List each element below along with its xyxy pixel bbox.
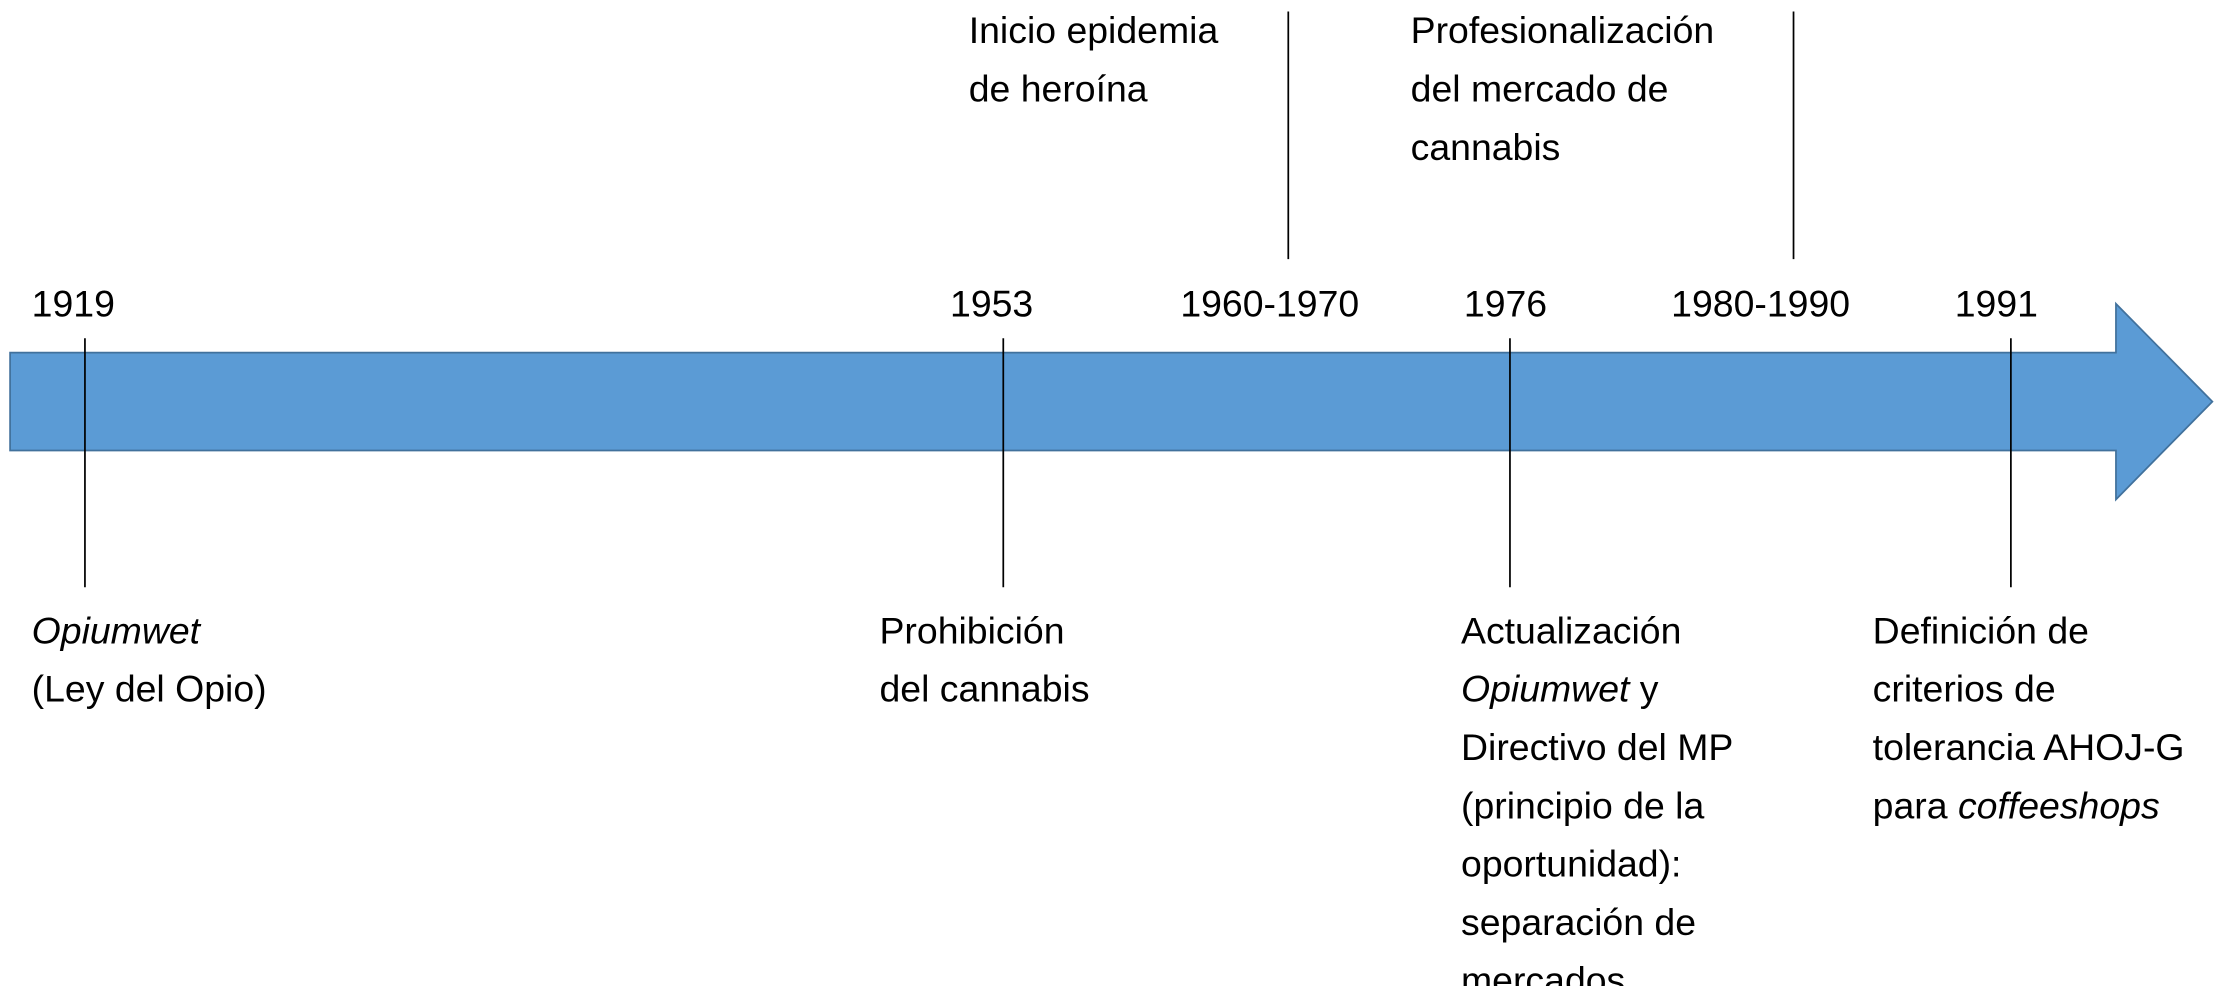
event-label: Directivo del MP	[1461, 726, 1733, 768]
event-label: Opiumwet y	[1461, 668, 1659, 710]
event-label: cannabis	[1411, 126, 1561, 168]
label-text: de heroína	[969, 67, 1148, 109]
event-label: tolerancia AHOJ-G	[1873, 726, 2185, 768]
event-label: para coffeeshops	[1873, 784, 2160, 826]
label-text: Directivo del MP	[1461, 726, 1733, 768]
label-text: Actualización	[1461, 609, 1681, 651]
event-label: Opiumwet	[32, 609, 202, 651]
label-text: separación de	[1461, 901, 1696, 943]
timeline-arrow	[9, 301, 2214, 502]
event-label: Profesionalización	[1411, 9, 1715, 51]
label-text: Opiumwet	[1461, 668, 1631, 710]
label-text: Prohibición	[879, 609, 1064, 651]
label-text: criterios de	[1873, 668, 2056, 710]
event-label: de heroína	[969, 67, 1148, 109]
label-text: y	[1629, 668, 1658, 710]
label-text: Definición de	[1873, 609, 2089, 651]
event-label: (Ley del Opio)	[32, 668, 267, 710]
event-label: Actualización	[1461, 609, 1681, 651]
event-date: 1919	[32, 283, 115, 325]
label-text: mercados	[1461, 959, 1625, 986]
event-label: oportunidad):	[1461, 843, 1681, 885]
event-label: Inicio epidemia	[969, 9, 1219, 51]
event-date: 1980-1990	[1671, 283, 1850, 325]
label-text: Opiumwet	[32, 609, 202, 651]
event-label: (principio de la	[1461, 784, 1704, 826]
label-text: oportunidad):	[1461, 843, 1681, 885]
event-label: criterios de	[1873, 668, 2056, 710]
label-text: del cannabis	[879, 668, 1089, 710]
event-label: Definición de	[1873, 609, 2089, 651]
label-text: tolerancia AHOJ-G	[1873, 726, 2185, 768]
event-date: 1991	[1955, 283, 2038, 325]
event-label: del cannabis	[879, 668, 1089, 710]
event-label: separación de	[1461, 901, 1696, 943]
label-text: cannabis	[1411, 126, 1561, 168]
label-text: coffeeshops	[1958, 784, 2160, 826]
event-date: 1953	[950, 283, 1033, 325]
event-label: del mercado de	[1411, 67, 1669, 109]
label-text: (Ley del Opio)	[32, 668, 267, 710]
label-text: (principio de la	[1461, 784, 1704, 826]
event-label: mercados	[1461, 959, 1625, 986]
event-date: 1976	[1464, 283, 1547, 325]
event-date: 1960-1970	[1180, 283, 1359, 325]
label-text: del mercado de	[1411, 67, 1669, 109]
event-label: Prohibición	[879, 609, 1064, 651]
label-text: para	[1873, 784, 1958, 826]
label-text: Profesionalización	[1411, 9, 1715, 51]
label-text: Inicio epidemia	[969, 9, 1219, 51]
